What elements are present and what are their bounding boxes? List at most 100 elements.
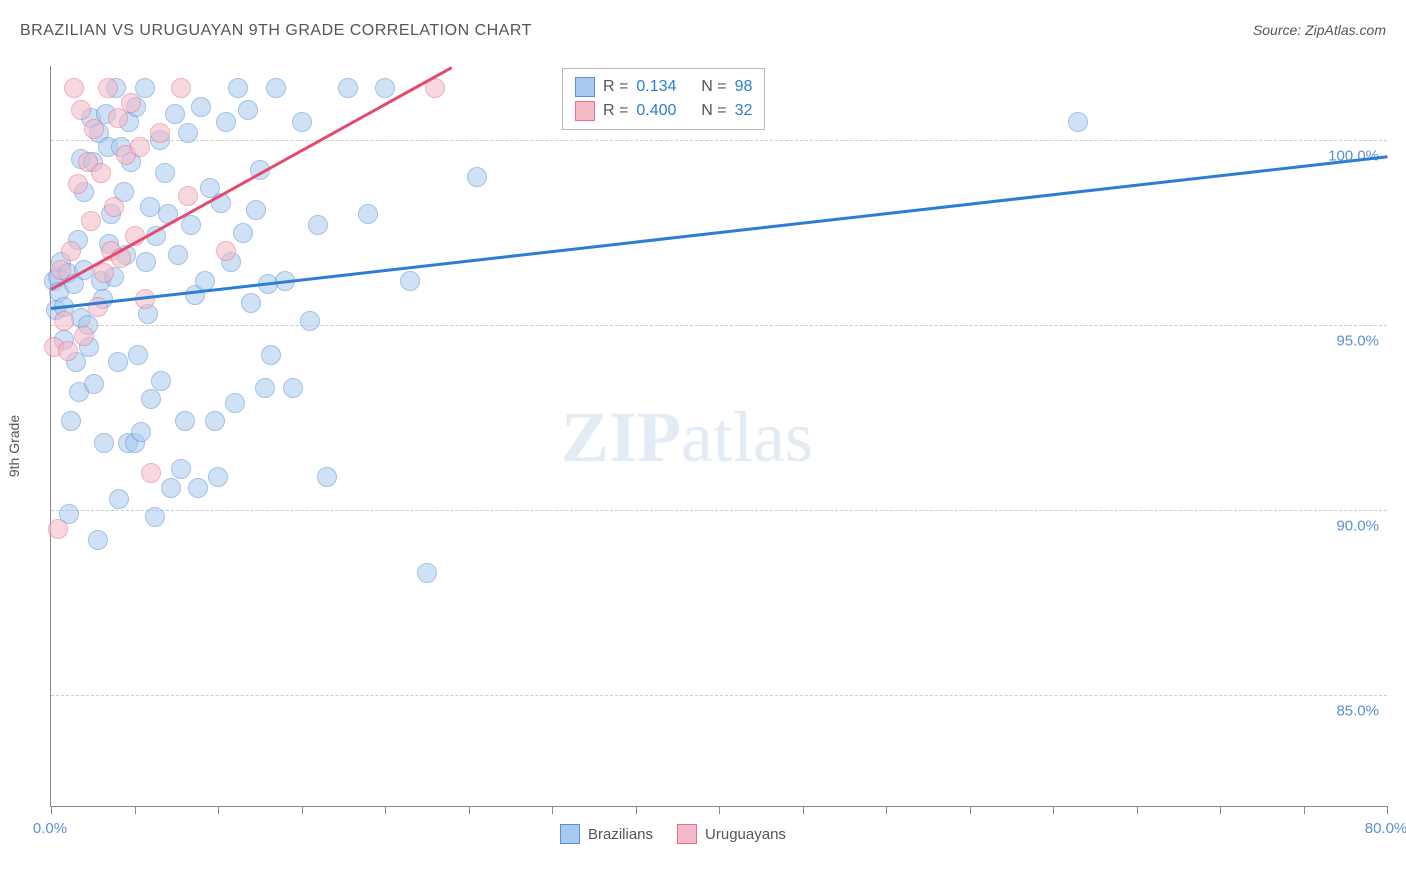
- scatter-point: [141, 389, 161, 409]
- scatter-point: [308, 215, 328, 235]
- y-tick-label: 90.0%: [1336, 518, 1379, 535]
- scatter-point: [140, 197, 160, 217]
- scatter-point: [228, 78, 248, 98]
- gridline: [51, 510, 1387, 511]
- x-tick-label: 80.0%: [1365, 820, 1406, 837]
- scatter-point: [241, 293, 261, 313]
- legend-item: Brazilians: [560, 824, 653, 844]
- scatter-point: [108, 352, 128, 372]
- scatter-point: [171, 459, 191, 479]
- scatter-point: [51, 260, 71, 280]
- scatter-point: [141, 463, 161, 483]
- scatter-point: [98, 78, 118, 98]
- scatter-point: [131, 422, 151, 442]
- scatter-point: [54, 311, 74, 331]
- scatter-point: [317, 467, 337, 487]
- x-tick: [886, 806, 887, 814]
- stats-r-value: 0.400: [636, 102, 684, 120]
- legend-swatch: [677, 824, 697, 844]
- scatter-point: [225, 393, 245, 413]
- scatter-point: [233, 223, 253, 243]
- scatter-point: [150, 123, 170, 143]
- stats-n-value: 98: [735, 78, 753, 96]
- scatter-point: [84, 374, 104, 394]
- scatter-point: [205, 411, 225, 431]
- scatter-point: [71, 100, 91, 120]
- x-tick: [385, 806, 386, 814]
- bottom-legend: BraziliansUruguayans: [560, 824, 786, 844]
- scatter-point: [1068, 112, 1088, 132]
- gridline: [51, 325, 1387, 326]
- scatter-point: [216, 112, 236, 132]
- legend-swatch: [560, 824, 580, 844]
- scatter-point: [266, 78, 286, 98]
- scatter-point: [74, 326, 94, 346]
- chart-title: BRAZILIAN VS URUGUAYAN 9TH GRADE CORRELA…: [20, 22, 532, 40]
- trend-line: [50, 66, 452, 290]
- scatter-point: [191, 97, 211, 117]
- scatter-point: [255, 378, 275, 398]
- scatter-point: [136, 252, 156, 272]
- y-axis-label: 9th Grade: [6, 415, 22, 477]
- watermark-rest: atlas: [681, 397, 813, 477]
- scatter-point: [64, 78, 84, 98]
- scatter-point: [81, 211, 101, 231]
- gridline: [51, 140, 1387, 141]
- x-tick: [51, 806, 52, 814]
- scatter-point: [161, 478, 181, 498]
- x-tick: [1053, 806, 1054, 814]
- scatter-point: [61, 241, 81, 261]
- x-tick: [1220, 806, 1221, 814]
- stats-row: R = 0.400 N = 32: [575, 99, 752, 123]
- scatter-point: [246, 200, 266, 220]
- legend-label: Brazilians: [588, 826, 653, 843]
- scatter-point: [61, 411, 81, 431]
- scatter-point: [188, 478, 208, 498]
- x-tick-label: 0.0%: [33, 820, 67, 837]
- scatter-point: [94, 263, 114, 283]
- scatter-point: [181, 215, 201, 235]
- scatter-point: [91, 163, 111, 183]
- x-tick: [135, 806, 136, 814]
- scatter-point: [171, 78, 191, 98]
- watermark: ZIPatlas: [561, 396, 813, 479]
- y-tick-label: 85.0%: [1336, 703, 1379, 720]
- scatter-point: [68, 174, 88, 194]
- source-label: Source: ZipAtlas.com: [1253, 22, 1386, 38]
- stats-n-value: 32: [735, 102, 753, 120]
- x-tick: [469, 806, 470, 814]
- stats-row: R =0.134 N =98: [575, 75, 752, 99]
- x-tick: [1387, 806, 1388, 814]
- watermark-bold: ZIP: [561, 397, 681, 477]
- legend-swatch: [575, 77, 595, 97]
- scatter-point: [417, 563, 437, 583]
- plot-area: ZIPatlas 85.0%90.0%95.0%100.0%: [50, 66, 1387, 807]
- scatter-point: [121, 93, 141, 113]
- x-tick: [803, 806, 804, 814]
- x-tick: [302, 806, 303, 814]
- x-tick: [218, 806, 219, 814]
- scatter-point: [94, 433, 114, 453]
- scatter-point: [178, 186, 198, 206]
- stats-r-label: R =: [603, 78, 628, 96]
- y-tick-label: 95.0%: [1336, 333, 1379, 350]
- x-tick: [719, 806, 720, 814]
- scatter-point: [216, 241, 236, 261]
- scatter-point: [109, 489, 129, 509]
- scatter-point: [467, 167, 487, 187]
- scatter-point: [175, 411, 195, 431]
- stats-n-label: N =: [692, 102, 726, 120]
- x-tick: [970, 806, 971, 814]
- stats-n-label: N =: [692, 78, 726, 96]
- scatter-point: [165, 104, 185, 124]
- scatter-point: [168, 245, 188, 265]
- scatter-point: [261, 345, 281, 365]
- x-tick: [1137, 806, 1138, 814]
- scatter-point: [238, 100, 258, 120]
- scatter-point: [400, 271, 420, 291]
- scatter-point: [88, 297, 108, 317]
- scatter-point: [151, 371, 171, 391]
- x-tick: [1304, 806, 1305, 814]
- stats-r-label: R =: [603, 102, 628, 120]
- stats-legend-box: R =0.134 N =98R =0.400 N =32: [562, 68, 765, 130]
